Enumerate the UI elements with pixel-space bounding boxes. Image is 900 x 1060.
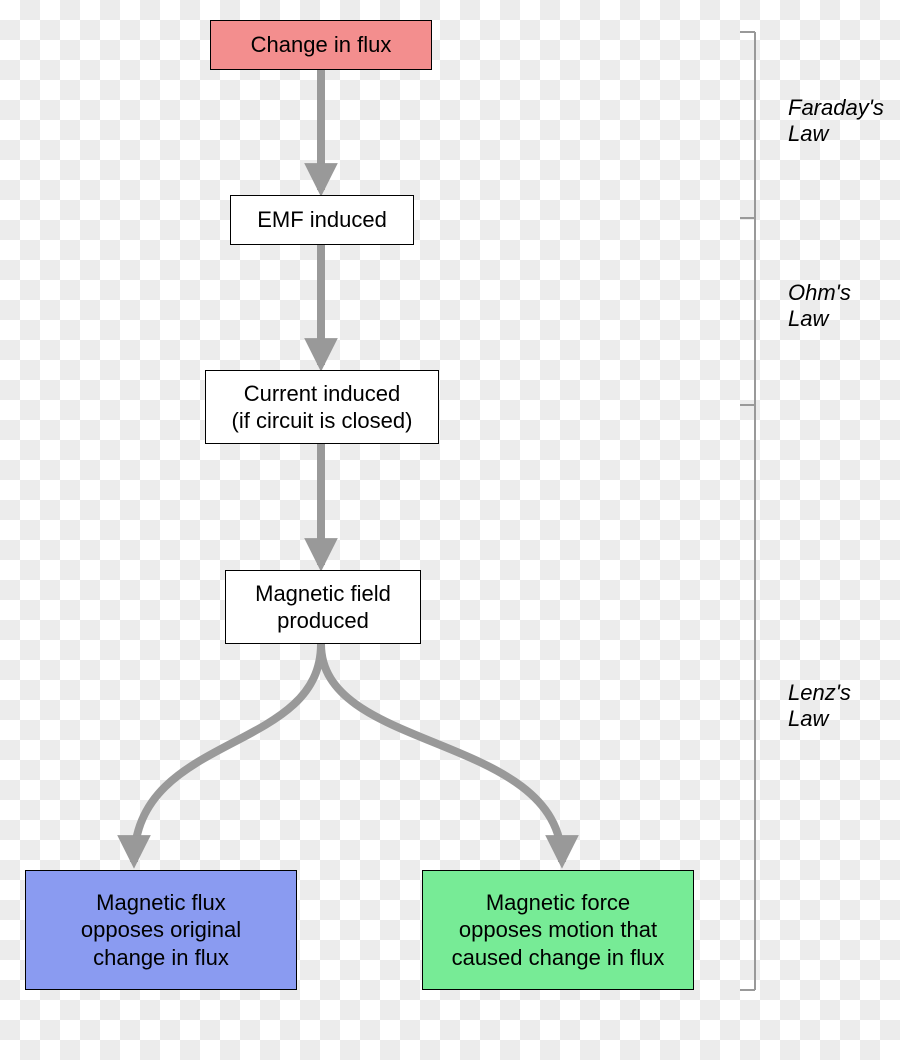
flowchart-node-n1: EMF induced (230, 195, 414, 245)
flowchart-node-n3: Magnetic field produced (225, 570, 421, 644)
flowchart-node-n4: Magnetic flux opposes original change in… (25, 870, 297, 990)
annotation-a2: Lenz's Law (788, 680, 851, 733)
annotation-a1: Ohm's Law (788, 280, 851, 333)
flowchart-node-n2: Current induced (if circuit is closed) (205, 370, 439, 444)
flowchart-node-n0: Change in flux (210, 20, 432, 70)
annotation-a0: Faraday's Law (788, 95, 884, 148)
flowchart-node-n5: Magnetic force opposes motion that cause… (422, 870, 694, 990)
flowchart-canvas: Change in flux EMF induced Current induced… (0, 0, 900, 1060)
